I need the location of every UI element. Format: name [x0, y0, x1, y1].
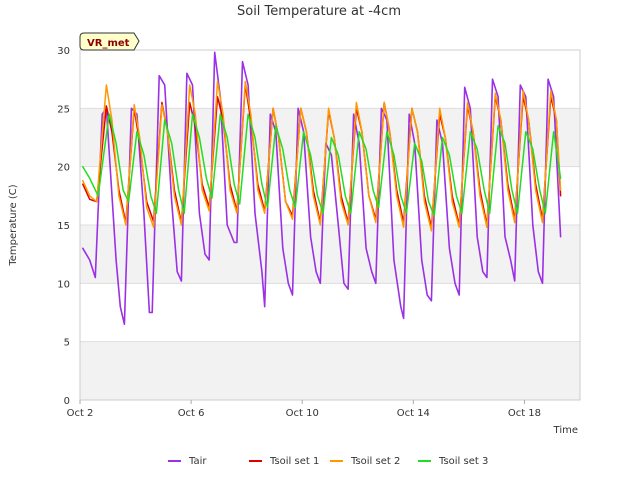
legend-label: Tsoil set 2 [350, 456, 400, 467]
site-badge: VR_met [79, 32, 140, 51]
plot-band [80, 50, 580, 109]
legend-label: Tair [188, 456, 207, 467]
plot-band [80, 283, 580, 342]
plot-band [80, 225, 580, 284]
chart-title: Soil Temperature at -4cm [237, 4, 401, 19]
y-axis-label: Temperature (C) [8, 184, 19, 266]
x-tick-label: Oct 14 [397, 408, 430, 419]
legend-label: Tsoil set 1 [269, 456, 319, 467]
series-line-tsoil-set-3 [82, 113, 562, 217]
y-tick-label: 5 [64, 338, 70, 349]
site-badge-box [79, 32, 140, 51]
x-axis-label: Time [553, 425, 578, 436]
x-tick-label: Oct 6 [178, 408, 205, 419]
y-tick-label: 25 [57, 104, 70, 115]
x-tick-label: Oct 2 [67, 408, 94, 419]
legend-label: Tsoil set 3 [438, 456, 488, 467]
y-tick-label: 0 [64, 396, 70, 407]
y-tick-label: 10 [57, 279, 70, 290]
x-axis-ticks: Oct 2 Oct 6 Oct 10 Oct 14 Oct 18 [67, 400, 541, 419]
legend: Tair Tsoil set 1 Tsoil set 2 Tsoil set 3 [168, 456, 488, 467]
x-tick-label: Oct 18 [508, 408, 541, 419]
y-tick-label: 20 [57, 163, 70, 174]
series-lines [82, 51, 562, 326]
y-tick-label: 15 [57, 221, 70, 232]
y-tick-label: 30 [57, 46, 70, 57]
site-badge-label: VR_met [87, 38, 130, 49]
plot-frame [79, 49, 581, 401]
x-tick-label: Oct 10 [286, 408, 319, 419]
plot-band [80, 166, 580, 225]
plot-band [80, 341, 580, 400]
y-axis-ticks: 0 5 10 15 20 25 30 [57, 46, 70, 407]
series-line-tsoil-set-2 [82, 80, 562, 232]
